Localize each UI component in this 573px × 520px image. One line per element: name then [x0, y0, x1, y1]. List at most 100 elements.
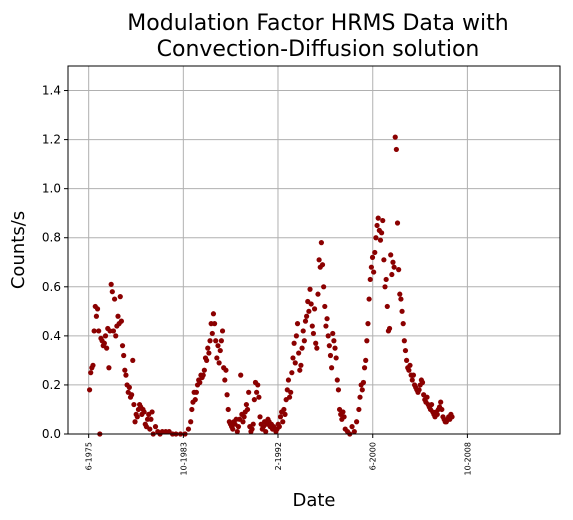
data-point	[134, 414, 140, 420]
data-point	[214, 355, 220, 361]
data-point	[390, 259, 396, 265]
data-point	[246, 389, 252, 395]
data-point	[307, 286, 313, 292]
data-point	[325, 333, 331, 339]
data-point	[297, 367, 303, 373]
data-point	[130, 357, 136, 363]
data-point	[394, 220, 401, 226]
data-point	[321, 284, 327, 290]
data-point	[429, 401, 435, 408]
data-point	[361, 365, 368, 371]
data-point	[301, 338, 307, 344]
data-point	[315, 291, 321, 297]
data-point	[416, 387, 422, 393]
data-point	[129, 392, 135, 398]
data-point	[218, 338, 224, 344]
data-point	[111, 296, 118, 302]
data-point	[381, 257, 387, 263]
data-point	[118, 318, 125, 324]
data-point	[185, 426, 192, 432]
data-point	[281, 406, 287, 413]
data-point	[314, 345, 320, 351]
data-point	[249, 426, 255, 432]
data-point	[117, 294, 123, 300]
data-point	[93, 313, 100, 319]
y-tick-label: 1.0	[42, 182, 61, 196]
data-point	[223, 367, 229, 373]
data-point	[192, 397, 198, 403]
data-point	[235, 424, 242, 430]
data-point	[349, 424, 355, 430]
data-point	[379, 230, 385, 236]
data-point	[290, 355, 296, 361]
data-point	[234, 428, 240, 435]
data-point	[406, 367, 412, 373]
data-point	[327, 352, 334, 359]
y-tick-label: 0.8	[42, 231, 61, 245]
data-point	[288, 389, 294, 395]
data-point	[382, 284, 388, 290]
data-point	[122, 367, 128, 373]
data-point	[254, 389, 260, 395]
data-point	[286, 394, 293, 400]
x-tick-label: 10-2008	[463, 442, 472, 475]
data-point	[94, 306, 101, 312]
y-axis-label: Counts/s	[8, 211, 29, 289]
data-point	[374, 222, 380, 229]
data-point	[398, 296, 404, 302]
data-point	[251, 397, 257, 403]
data-point	[329, 365, 335, 371]
data-point	[113, 333, 119, 339]
data-point	[365, 321, 371, 327]
y-tick-label: 1.2	[42, 133, 61, 147]
data-point	[402, 347, 409, 354]
data-point	[241, 414, 247, 420]
data-point	[359, 387, 365, 393]
data-point	[331, 338, 337, 344]
data-point	[388, 252, 394, 258]
data-point	[224, 392, 230, 398]
data-point	[147, 426, 153, 432]
data-point	[383, 276, 389, 283]
data-point	[225, 406, 231, 413]
data-point	[132, 419, 138, 425]
data-point	[354, 419, 360, 425]
data-point	[384, 303, 390, 310]
data-point	[101, 340, 107, 346]
data-point	[189, 406, 195, 413]
data-point	[396, 267, 402, 273]
data-point	[367, 276, 373, 283]
data-point	[255, 382, 261, 388]
chart-title-line-2: Convection-Diffusion solution	[157, 37, 480, 62]
data-point	[209, 330, 215, 337]
data-point	[334, 377, 340, 383]
y-axis-ticks: 0.0 0.2 0.4 0.6 0.8 1.0 1.2 1.4	[42, 84, 68, 441]
data-point	[310, 330, 317, 337]
x-tick-label: 6-2000	[369, 442, 378, 470]
data-point	[215, 343, 221, 349]
data-point	[230, 426, 236, 432]
data-point	[333, 355, 339, 361]
data-point	[309, 323, 315, 329]
data-point	[322, 303, 328, 310]
data-point	[126, 384, 132, 390]
data-point	[368, 264, 374, 270]
data-point	[318, 240, 324, 246]
data-point	[206, 350, 212, 356]
data-point	[148, 416, 154, 422]
data-point	[357, 394, 363, 400]
data-point	[409, 377, 415, 383]
data-point	[219, 328, 226, 334]
x-axis-label: Date	[292, 490, 335, 511]
data-point	[200, 372, 206, 378]
data-point	[364, 338, 370, 344]
data-point	[434, 411, 440, 417]
data-point	[204, 357, 210, 363]
data-point	[372, 249, 378, 256]
data-point	[121, 352, 127, 359]
x-tick-label: 6-1975	[85, 442, 94, 470]
data-point	[240, 419, 246, 425]
data-point	[424, 394, 430, 400]
data-point	[300, 328, 306, 334]
